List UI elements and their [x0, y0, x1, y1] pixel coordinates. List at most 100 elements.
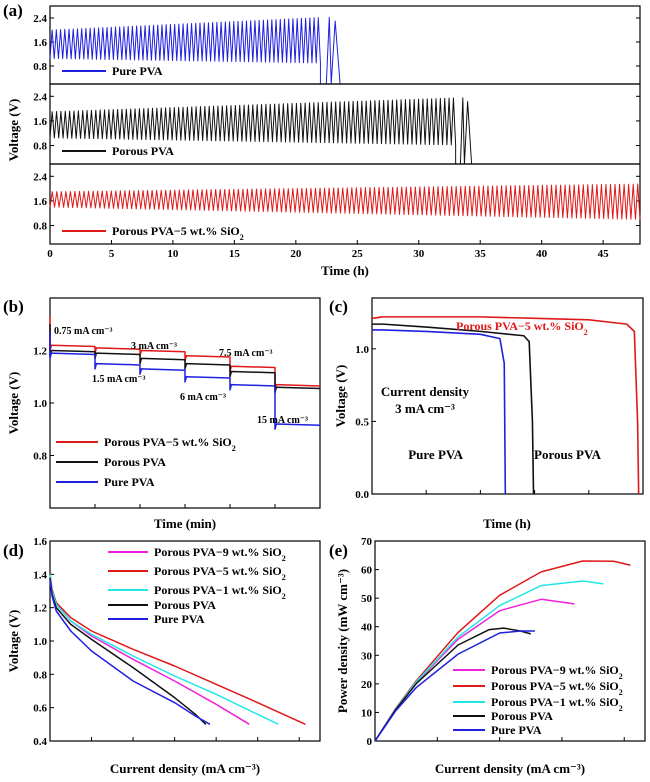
panel-label-d: (d) [3, 541, 24, 560]
annotation-current-density: 3 mA cm⁻³ [131, 341, 177, 352]
y-tick-label: 2.4 [33, 91, 47, 103]
annotation-current-density: 0.75 mA cm⁻³ [54, 326, 113, 337]
subscript: 2 [282, 592, 286, 601]
legend-label: Porous PVA−5 wt.% SiO2 [491, 679, 623, 697]
text-run: Porous PVA [154, 598, 216, 612]
y-tick-label: 0.4 [33, 736, 47, 748]
y-tick-label: 70 [361, 536, 373, 548]
legend-label: Porous PVA−1 wt.% SiO2 [154, 583, 286, 601]
legend-label: Pure PVA [112, 64, 163, 78]
legend-label: Porous PVA [491, 709, 553, 723]
text-run: Porous PVA−5 wt.% SiO [456, 319, 584, 333]
legend-label: Porous PVA−9 wt.% SiO2 [154, 545, 286, 563]
subscript: 2 [619, 672, 623, 681]
text-run: Porous PVA−9 wt.% SiO [154, 545, 282, 559]
x-axis-label: Current density (mA cm⁻³) [435, 761, 585, 776]
y-axis-label: Voltage (V) [6, 99, 21, 162]
annotation-current-density: 1.5 mA cm⁻³ [92, 374, 146, 385]
subplot-0: 0.8 1.6 2.4 Pure PVA [33, 5, 641, 85]
y-tick-label: 2.4 [33, 13, 47, 25]
legend-label: Pure PVA [104, 475, 155, 489]
y-tick-label: 1.6 [33, 536, 47, 548]
y-tick-label: 40 [361, 622, 373, 634]
annotation-current-density: 15 mA cm⁻³ [257, 415, 308, 426]
x-axis-label: Current density (mA cm⁻³) [110, 761, 260, 776]
x-axis-label: Time (h) [321, 263, 369, 278]
y-tick-label: 10 [361, 707, 373, 719]
y-axis-label: Voltage (V) [6, 610, 21, 673]
panel-c: (c) 0.0 0.5 1.0 Porous PVA−5 wt.% SiO2 Curren… [329, 297, 644, 531]
legend-label: Porous PVA−9 wt.% SiO2 [491, 663, 623, 681]
legend-label: Porous PVA−1 wt.% SiO2 [491, 695, 623, 713]
x-tick-label: 5 [109, 248, 115, 260]
y-tick-label: 1.0 [355, 344, 369, 356]
subscript: 2 [240, 233, 244, 242]
text-run: Porous PVA [104, 455, 166, 469]
legend-label: Porous PVA [154, 598, 216, 612]
annotation-current-density: Current density [381, 384, 470, 399]
legend-label: Porous PVA−5 wt.% SiO2 [112, 224, 244, 242]
panel-b: (b) 0.8 1.0 1.2 0.75 mA cm⁻³ 1.5 mA cm⁻³ 3 mA … [3, 297, 321, 531]
text-run: Porous PVA−5 wt.% SiO [154, 564, 282, 578]
y-tick-label: 0.5 [355, 416, 369, 428]
y-axis-label: Voltage (V) [333, 365, 348, 428]
y-tick-label: 1.0 [33, 636, 47, 648]
subscript: 2 [232, 444, 236, 453]
text-run: Porous PVA−5 wt.% SiO [104, 435, 232, 449]
annotation-current-value: 3 mA cm⁻³ [395, 401, 455, 416]
x-tick-label: 25 [352, 248, 364, 260]
series-line [49, 324, 321, 394]
y-tick-label: 1.6 [33, 116, 47, 128]
subplot-1: 0.8 1.6 2.4 Porous PVA [33, 83, 641, 165]
legend-label: Pure PVA [491, 723, 542, 737]
subplot-2: 0.8 1.6 2.4 Porous PVA−5 wt.% SiO2 [33, 163, 641, 245]
y-tick-label: 0 [367, 736, 373, 748]
x-axis-label: Time (min) [154, 516, 216, 531]
text-run: Porous PVA−1 wt.% SiO [154, 583, 282, 597]
subscript: 2 [584, 328, 588, 337]
y-tick-label: 1.4 [33, 569, 47, 581]
y-tick-label: 0.8 [33, 141, 47, 153]
y-tick-label: 30 [361, 650, 373, 662]
legend-label: Porous PVA−5 wt.% SiO2 [104, 435, 236, 453]
y-axis-label: Voltage (V) [6, 372, 21, 435]
series-label-porous: Porous PVA [534, 447, 602, 462]
text-run: Pure PVA [154, 612, 205, 626]
series-line [49, 579, 211, 725]
y-tick-label: 60 [361, 565, 373, 577]
series-line [374, 630, 535, 742]
text-run: Porous PVA [112, 144, 174, 158]
y-tick-label: 0.8 [33, 221, 47, 233]
plot-frame [374, 540, 646, 742]
panel-label-a: (a) [3, 1, 23, 20]
series-line [371, 316, 640, 495]
y-tick-label: 1.6 [33, 37, 47, 49]
legend-label: Pure PVA [154, 612, 205, 626]
cycle-trace [49, 16, 341, 85]
x-axis-label: Time (h) [483, 516, 531, 531]
subscript: 2 [282, 573, 286, 582]
y-tick-label: 50 [361, 593, 373, 605]
series-label-pure: Pure PVA [408, 447, 463, 462]
annotation-current-density: 7.5 mA cm⁻³ [219, 348, 273, 359]
series-line [49, 332, 321, 430]
subscript: 2 [619, 688, 623, 697]
text-run: Pure PVA [112, 64, 163, 78]
x-tick-label: 45 [598, 248, 610, 260]
series-line [372, 329, 507, 495]
cycle-trace [49, 183, 641, 220]
subscript: 2 [619, 704, 623, 713]
text-run: Porous PVA−5 wt.% SiO [491, 679, 619, 693]
x-tick-label: 15 [229, 248, 241, 260]
plot-frame [371, 297, 644, 495]
x-tick-label: 20 [290, 248, 302, 260]
y-tick-label: 1.0 [33, 398, 47, 410]
text-run: Pure PVA [491, 723, 542, 737]
annotation-current-density: 6 mA cm⁻³ [180, 392, 226, 403]
text-run: Porous PVA [491, 709, 553, 723]
panel-label-b: (b) [3, 297, 24, 316]
series-line [49, 574, 279, 726]
series-line [49, 316, 321, 391]
series-label-sio2-5: Porous PVA−5 wt.% SiO2 [456, 319, 588, 337]
